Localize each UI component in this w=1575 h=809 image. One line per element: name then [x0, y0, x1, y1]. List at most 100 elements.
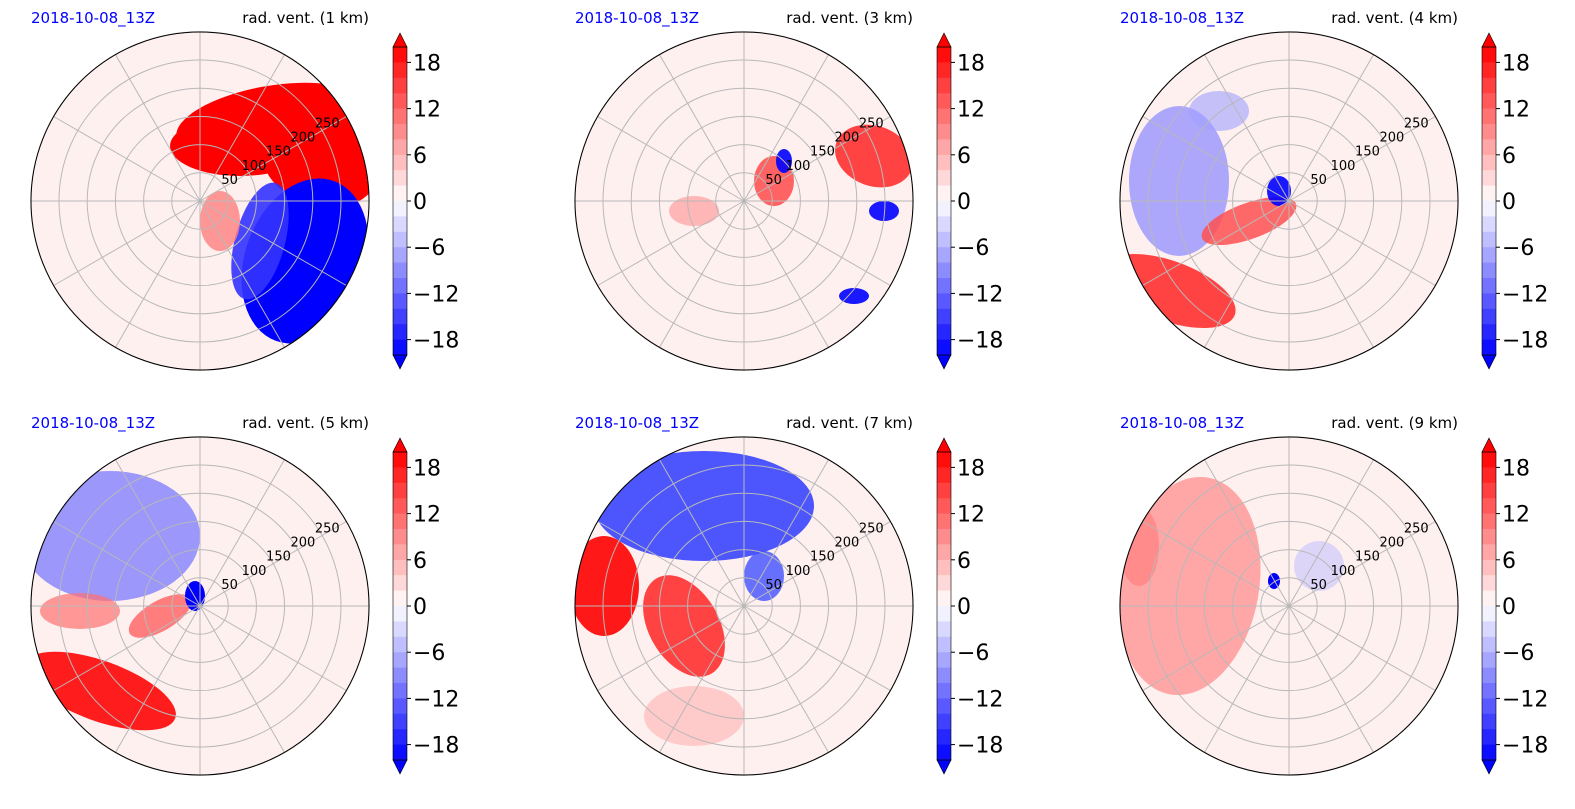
- velocity-feature-3: [261, 113, 369, 209]
- velocity-feature-1: [1129, 106, 1229, 256]
- colorbar-step: [393, 513, 407, 530]
- colorbar-step: [937, 498, 951, 515]
- colorbar-tick-label: −12: [1502, 282, 1548, 307]
- colorbar-tick-label: −6: [1502, 641, 1534, 666]
- colorbar-tick-label: −6: [957, 641, 989, 666]
- spoke-240: [659, 605, 745, 753]
- spoke-120: [1204, 54, 1290, 202]
- ring-label: 250: [859, 117, 884, 132]
- spoke-300: [1288, 605, 1374, 753]
- ring-label: 100: [242, 159, 267, 174]
- colorbar-step: [393, 108, 407, 125]
- colorbar-step: [393, 667, 407, 684]
- colorbar-step: [393, 185, 407, 202]
- colorbar-tick-label: −18: [1502, 329, 1548, 354]
- polar-outline: [30, 436, 370, 776]
- colorbar-tick-label: 18: [413, 51, 441, 76]
- panel-date: 2018-10-08_13Z: [1120, 9, 1244, 28]
- colorbar-step: [393, 544, 407, 561]
- colorbar-step: [393, 154, 407, 171]
- panel-title: rad. vent. (4 km): [1331, 9, 1458, 27]
- colorbar-step: [937, 62, 951, 79]
- colorbar-step: [393, 324, 407, 341]
- colorbar-step: [937, 93, 951, 110]
- ring-label: 200: [1379, 131, 1404, 146]
- velocity-feature-3: [669, 196, 719, 226]
- colorbar-step: [937, 559, 951, 576]
- colorbar-tick-label: 0: [413, 595, 427, 620]
- spoke-240: [115, 605, 201, 753]
- colorbar-step: [1482, 339, 1496, 356]
- colorbar: 18 12 6 0 −6 −12 −18: [1481, 32, 1548, 370]
- velocity-feature-4: [1189, 91, 1249, 131]
- colorbar-step: [1482, 621, 1496, 638]
- velocity-feature-1: [835, 124, 913, 188]
- colorbar-tick-label: −18: [957, 734, 1003, 759]
- velocity-feature-5: [231, 182, 289, 300]
- colorbar-step: [1482, 262, 1496, 279]
- radial-spokes: [1120, 32, 1458, 370]
- colorbar-step: [1482, 544, 1496, 561]
- spoke-330: [199, 200, 347, 286]
- colorbar-tick-label: 0: [1502, 595, 1516, 620]
- colorbar-step: [1482, 278, 1496, 294]
- spoke-210: [597, 200, 745, 286]
- colorbar-step: [1482, 247, 1496, 264]
- colorbar-step: [1482, 154, 1496, 171]
- ring-label: 150: [1355, 550, 1380, 565]
- spoke-120: [115, 54, 201, 202]
- colorbar-tick-label: 18: [1502, 456, 1530, 481]
- colorbar-step: [937, 621, 951, 638]
- colorbar-tick-label: −6: [1502, 236, 1534, 261]
- colorbar-tick-label: 18: [413, 456, 441, 481]
- colorbar-tick-label: 0: [413, 190, 427, 215]
- spoke-210: [597, 605, 745, 691]
- spoke-210: [1142, 605, 1290, 691]
- colorbar-step: [1482, 324, 1496, 341]
- spoke-300: [199, 605, 285, 753]
- colorbar-step: [1482, 606, 1496, 622]
- spoke-210: [1142, 200, 1290, 286]
- spoke-300: [199, 200, 285, 348]
- colorbar-tick-label: 18: [957, 51, 985, 76]
- colorbar-extend-high: [1481, 32, 1497, 48]
- colorbar-step: [393, 231, 407, 248]
- spoke-210: [53, 605, 201, 691]
- colorbar-step: [937, 185, 951, 202]
- colorbar-step: [393, 729, 407, 746]
- spoke-240: [115, 200, 201, 348]
- colorbar-step: [393, 124, 407, 140]
- ring-label: 200: [834, 131, 859, 146]
- colorbar-tick-label: 0: [1502, 190, 1516, 215]
- panel-title: rad. vent. (1 km): [242, 9, 369, 27]
- colorbar-step: [937, 278, 951, 294]
- colorbar-step: [393, 636, 407, 653]
- colorbar-step: [393, 575, 407, 592]
- colorbar-step: [1482, 529, 1496, 545]
- colorbar-step: [393, 652, 407, 669]
- spoke-150: [53, 521, 201, 607]
- colorbar: 18 12 6 0 −6 −12 −18: [936, 437, 1003, 775]
- spoke-240: [1204, 200, 1290, 348]
- colorbar-tick-label: −6: [957, 236, 989, 261]
- colorbar-step: [937, 606, 951, 622]
- colorbar-tick-label: 12: [1502, 98, 1530, 123]
- colorbar-step: [393, 47, 407, 63]
- colorbar-step: [1482, 62, 1496, 79]
- spoke-300: [743, 605, 829, 753]
- colorbar-step: [393, 590, 407, 607]
- colorbar-tick-label: −12: [1502, 687, 1548, 712]
- radial-spokes: [31, 437, 369, 775]
- colorbar-step: [1482, 482, 1496, 499]
- velocity-feature-2: [1120, 506, 1159, 586]
- polar-outline: [1119, 31, 1459, 371]
- colorbar-tick-label: 18: [957, 456, 985, 481]
- ring-label: 250: [859, 522, 884, 537]
- polar-outline: [1119, 436, 1459, 776]
- colorbar-step: [1482, 513, 1496, 530]
- colorbar-step: [937, 247, 951, 264]
- colorbar-step: [393, 559, 407, 576]
- spoke-60: [743, 54, 829, 202]
- panel-date: 2018-10-08_13Z: [575, 414, 699, 433]
